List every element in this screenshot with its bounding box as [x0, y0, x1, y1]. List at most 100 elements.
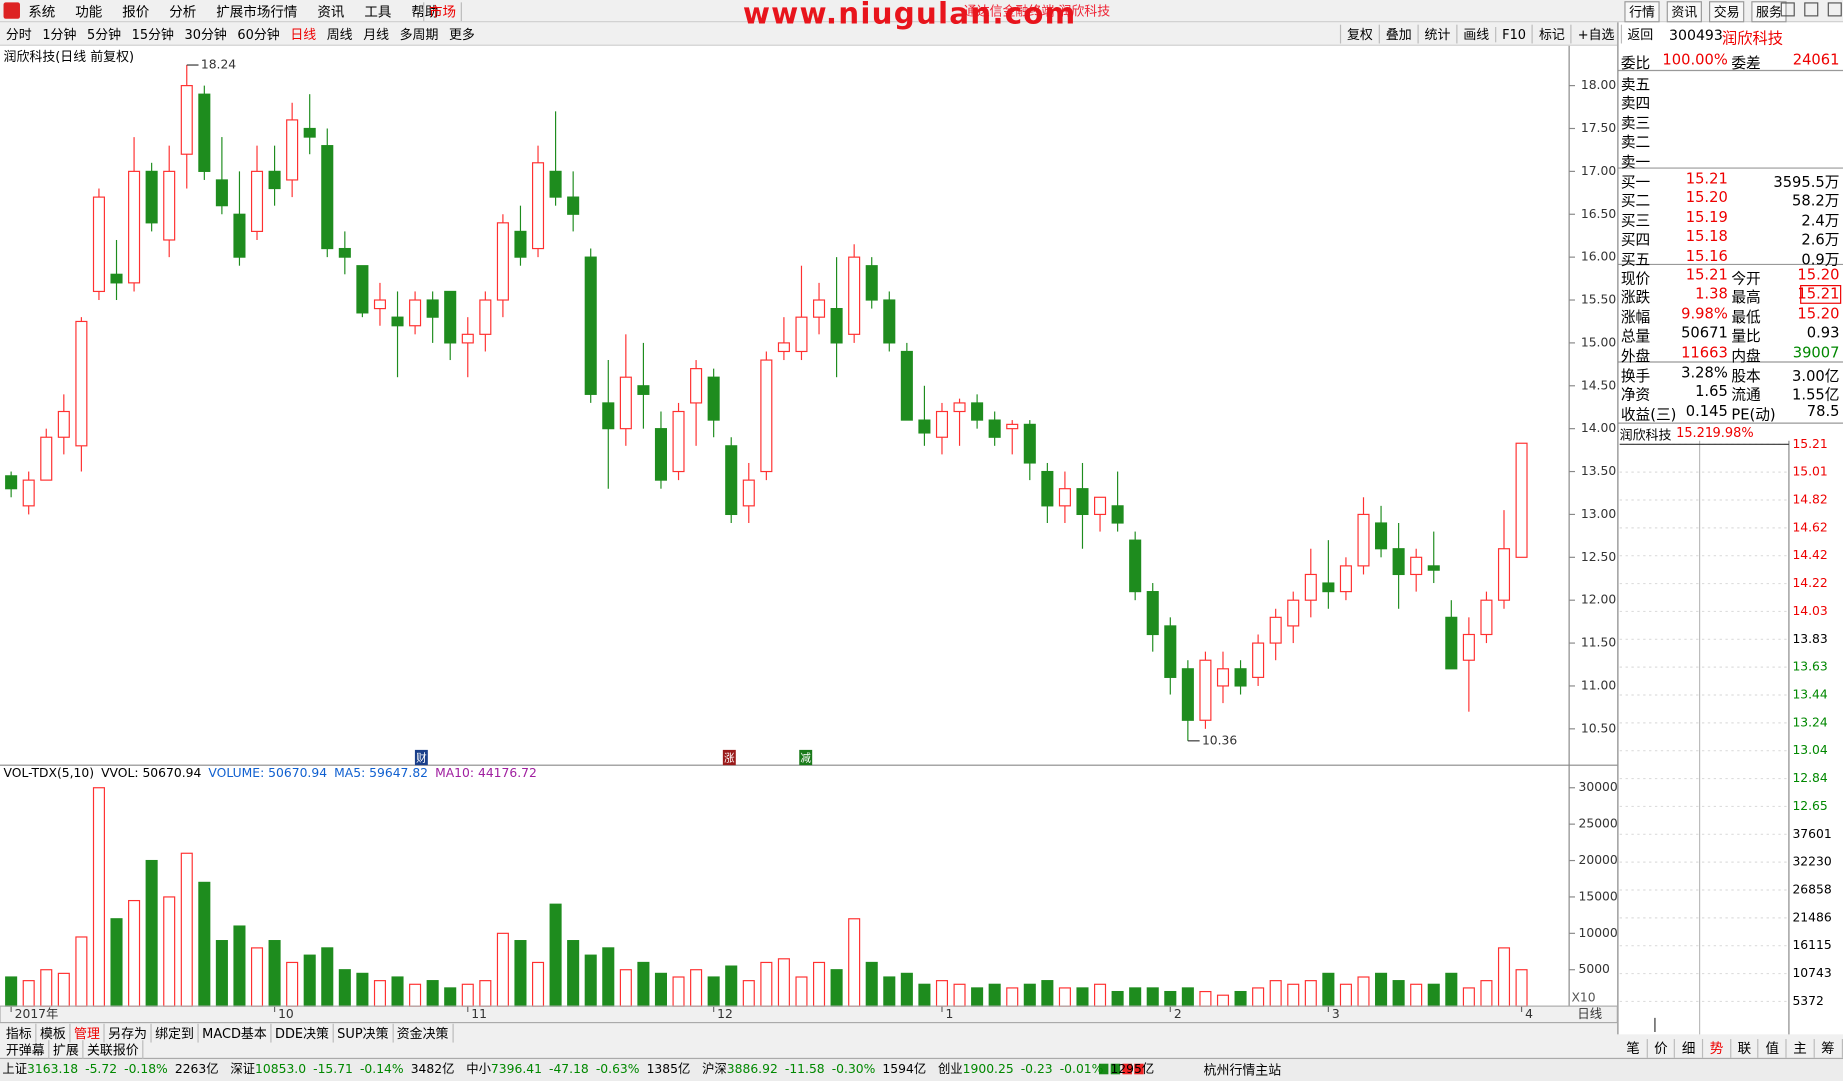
- bottom-tab[interactable]: 开弹幕: [2, 1040, 50, 1060]
- mini-tab[interactable]: 联: [1731, 1039, 1759, 1058]
- candle-body: [1357, 513, 1370, 567]
- menu-item[interactable]: 扩展市场行情: [216, 3, 298, 20]
- tool-button[interactable]: 复权: [1339, 24, 1379, 44]
- candle-body: [602, 402, 615, 430]
- window-min[interactable]: [1780, 2, 1795, 17]
- period-tab[interactable]: 5分钟: [86, 27, 122, 43]
- period-tab[interactable]: 日线: [290, 27, 317, 43]
- bottom-tab[interactable]: SUP决策: [334, 1023, 394, 1043]
- tool-button[interactable]: F10: [1495, 26, 1532, 42]
- mini-tab[interactable]: 主: [1787, 1039, 1815, 1058]
- index-amount: 1295亿: [1110, 1062, 1155, 1077]
- top-button[interactable]: 资讯: [1666, 1, 1702, 23]
- period-tab[interactable]: 多周期: [399, 27, 439, 43]
- candle-body: [1164, 625, 1177, 678]
- volume-bar: [286, 961, 299, 1007]
- volume-bar: [918, 983, 931, 1007]
- quote-value: 0.93: [1806, 323, 1840, 342]
- volume-bar: [567, 940, 580, 1007]
- menu-item[interactable]: 帮助: [411, 3, 439, 20]
- top-button[interactable]: 行情: [1624, 1, 1660, 23]
- mini-tab[interactable]: 值: [1759, 1039, 1787, 1058]
- mini-tab[interactable]: 筹: [1815, 1039, 1843, 1058]
- period-tab[interactable]: 1分钟: [42, 27, 77, 43]
- volume-bar: [1058, 987, 1071, 1007]
- mini-price: 15.21: [1676, 425, 1714, 441]
- tool-button[interactable]: +自选: [1570, 24, 1621, 44]
- tool-button[interactable]: 返回: [1620, 24, 1659, 44]
- volume-bar: [848, 918, 861, 1007]
- mini-tab[interactable]: 笔: [1620, 1039, 1648, 1058]
- bottom-tab[interactable]: 扩展: [49, 1040, 84, 1060]
- y-tick-label: 15000: [1579, 889, 1618, 903]
- candle-body: [75, 320, 88, 447]
- tool-button[interactable]: 统计: [1417, 24, 1457, 44]
- bottom-tab[interactable]: 关联报价: [83, 1040, 144, 1060]
- menu-item[interactable]: 工具: [364, 3, 392, 20]
- app-icon[interactable]: [3, 2, 20, 19]
- menu-item[interactable]: 系统: [28, 3, 56, 20]
- bottom-tab[interactable]: 绑定到: [152, 1023, 199, 1043]
- top-button[interactable]: 服务: [1751, 1, 1787, 23]
- index-amount: 2263亿: [174, 1062, 219, 1077]
- index-name: 沪深: [702, 1062, 727, 1077]
- bottom-tab[interactable]: DDE决策: [271, 1023, 334, 1043]
- vol-unit: X10: [1571, 990, 1595, 1004]
- tool-button[interactable]: 画线: [1456, 24, 1495, 44]
- volume-bar: [935, 980, 949, 1007]
- period-tab[interactable]: 更多: [448, 27, 475, 43]
- window-max[interactable]: [1804, 2, 1819, 17]
- index-value: 3886.92: [726, 1061, 778, 1077]
- buy-label: 买四: [1620, 230, 1651, 249]
- bottom-tab[interactable]: 模板: [36, 1023, 71, 1043]
- period-tab[interactable]: 分时: [5, 27, 32, 43]
- volume-bar: [1234, 990, 1247, 1007]
- vol-header-item: VOL-TDX(5,10): [3, 766, 95, 781]
- volume-bar: [900, 972, 913, 1007]
- tool-button[interactable]: 叠加: [1378, 24, 1418, 44]
- mini-vol-tick: 21486: [1792, 910, 1831, 924]
- candle-body: [760, 359, 773, 473]
- period-tab[interactable]: 30分钟: [184, 27, 227, 43]
- candle-body: [1497, 548, 1511, 601]
- x-axis-label: 日线: [1577, 1007, 1602, 1021]
- buy-volume: 2.6万: [1801, 230, 1840, 249]
- top-button[interactable]: 交易: [1709, 1, 1745, 23]
- volume-bar: [110, 918, 123, 1007]
- volume-bar: [1199, 990, 1212, 1007]
- mini-tab[interactable]: 势: [1703, 1039, 1732, 1058]
- y-tick-label: 16.50: [1581, 207, 1616, 221]
- window-close[interactable]: [1827, 2, 1842, 17]
- period-tab[interactable]: 15分钟: [131, 27, 174, 43]
- bottom-tab[interactable]: 资金决策: [393, 1023, 454, 1043]
- bottom-tab[interactable]: 另存为: [105, 1023, 152, 1043]
- index-name: 创业: [937, 1062, 963, 1077]
- mini-tab[interactable]: 细: [1675, 1039, 1704, 1058]
- sell-label: 卖四: [1620, 94, 1651, 113]
- period-tab[interactable]: 周线: [326, 27, 353, 43]
- mini-tab[interactable]: 价: [1648, 1039, 1676, 1058]
- volume-bar: [321, 947, 334, 1007]
- volume-bar: [496, 932, 509, 1007]
- period-tab[interactable]: 月线: [363, 27, 390, 43]
- bottom-tab[interactable]: MACD基本: [199, 1023, 272, 1043]
- volume-bar: [654, 972, 668, 1007]
- menu-item[interactable]: 分析: [169, 3, 197, 20]
- event-marker[interactable]: 减: [799, 749, 813, 766]
- buy-volume: 3595.5万: [1773, 172, 1840, 191]
- menu-item[interactable]: 资讯: [317, 3, 345, 20]
- bottom-tab[interactable]: 指标: [2, 1023, 37, 1043]
- market-tab[interactable]: 市场: [423, 2, 462, 22]
- event-marker[interactable]: 财: [414, 749, 428, 766]
- index-pct: -0.01%: [1059, 1061, 1104, 1077]
- event-marker[interactable]: 涨: [722, 749, 736, 766]
- index-change: -47.18: [548, 1061, 589, 1077]
- mini-price-tick: 15.21: [1792, 437, 1827, 451]
- bottom-tab[interactable]: 管理: [71, 1023, 105, 1043]
- menu-item[interactable]: 功能: [75, 3, 103, 20]
- period-tab[interactable]: 60分钟: [237, 27, 280, 43]
- tool-button[interactable]: 标记: [1531, 24, 1571, 44]
- menu-item[interactable]: 报价: [122, 3, 150, 20]
- candle-body: [1462, 633, 1475, 661]
- index-pct: -0.63%: [595, 1061, 640, 1077]
